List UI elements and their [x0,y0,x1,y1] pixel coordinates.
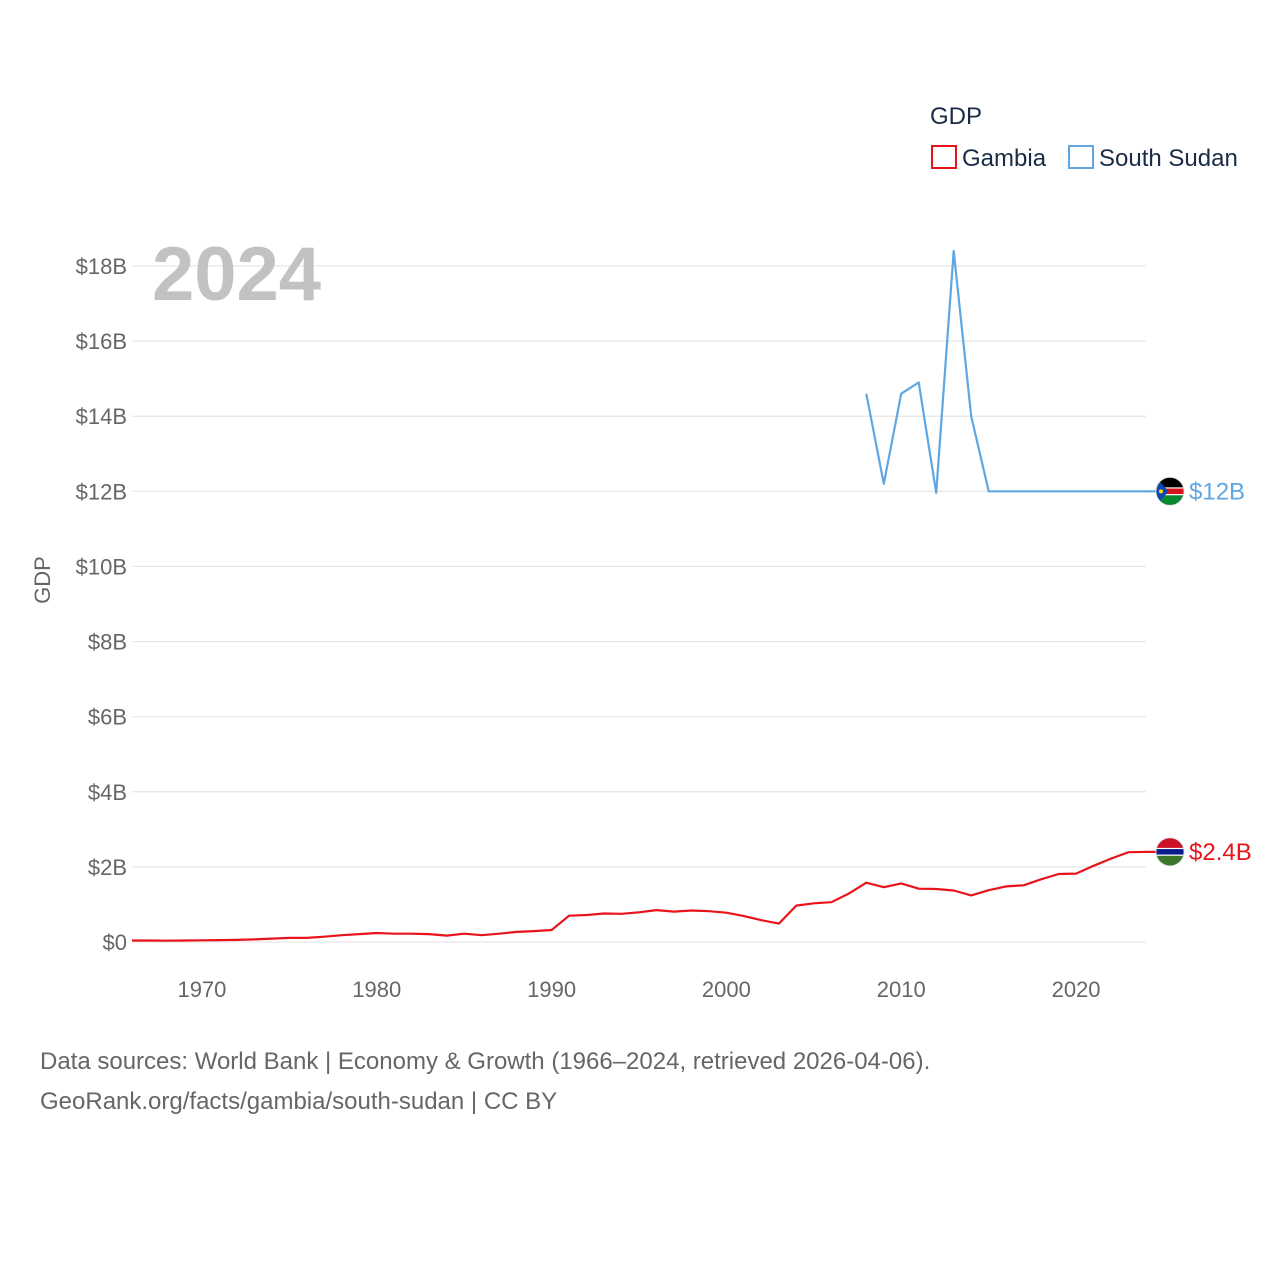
x-tick-label: 2000 [702,977,751,1002]
y-tick-label: $14B [76,404,127,429]
series-lines [132,249,1147,942]
data-source-text: Data sources: World Bank | Economy & Gro… [40,1048,931,1075]
y-tick-label: $4B [88,780,127,805]
y-tick-label: $18B [76,254,127,279]
end-value-label-south-sudan: $12B [1189,478,1245,505]
x-tick-label: 2020 [1052,977,1101,1002]
gdp-line-chart: $0$2B$4B$6B$8B$10B$12B$14B$16B$18B 1970 1… [30,103,1252,1002]
legend: GDP Gambia South Sudan [930,103,1238,172]
y-tick-label: $16B [76,329,127,354]
legend-swatch-gambia[interactable] [931,145,957,169]
y-tick-label: $10B [76,554,127,579]
legend-swatch-south-sudan[interactable] [1068,145,1094,169]
y-tick-label: $6B [88,705,127,730]
end-value-label-gambia: $2.4B [1189,839,1252,866]
flag-icon-gambia [1155,837,1185,867]
flag-icon-south-sudan [1155,476,1185,506]
x-tick-label: 1990 [527,977,576,1002]
legend-label-south-sudan[interactable]: South Sudan [1099,145,1238,172]
legend-label-gambia[interactable]: Gambia [962,145,1047,172]
series-line-gambia[interactable] [132,850,1147,942]
source-url-text[interactable]: GeoRank.org/facts/gambia/south-sudan | C… [40,1088,558,1115]
x-tick-label: 2010 [877,977,926,1002]
series-end-markers: $2.4B $12B [1146,476,1252,867]
footer: Data sources: World Bank | Economy & Gro… [40,1042,930,1122]
gridlines [132,265,1146,943]
y-axis-title: GDP [30,556,55,604]
x-axis-ticks: 1970 1980 1990 2000 2010 2020 [177,977,1100,1002]
series-line-south-sudan[interactable] [865,249,1146,494]
y-tick-label: $12B [76,479,127,504]
year-watermark: 2024 [152,232,321,317]
x-tick-label: 1980 [352,977,401,1002]
y-axis-ticks: $0 $2B $4B $6B $8B $10B $12B $14B $16B $18B [76,254,127,955]
y-tick-label: $8B [88,630,127,655]
y-tick-label: $0 [103,930,127,955]
y-tick-label: $2B [88,855,127,880]
x-tick-label: 1970 [177,977,226,1002]
legend-title: GDP [930,103,982,130]
